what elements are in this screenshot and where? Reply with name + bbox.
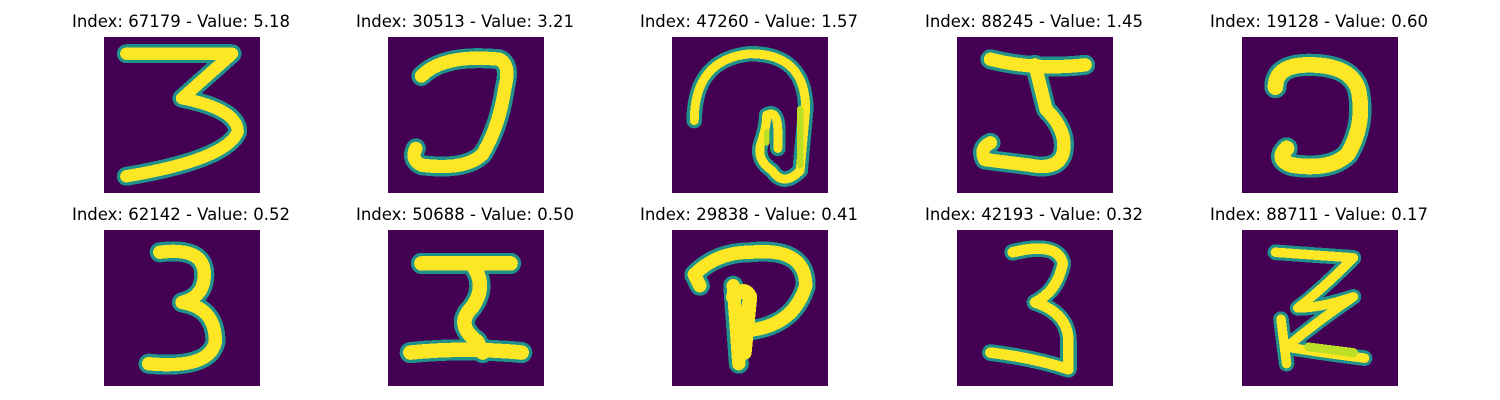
panel-title: Index: 47260 - Value: 1.57 — [639, 12, 858, 31]
digit-image — [1242, 37, 1398, 193]
image-panel-7: Index: 50688 - Value: 0.50 — [345, 205, 585, 395]
image-panel-8: Index: 29838 - Value: 0.41 — [629, 205, 869, 395]
digit-image — [388, 230, 544, 386]
panel-title: Index: 42193 - Value: 0.32 — [924, 205, 1143, 224]
digit-image — [672, 230, 828, 386]
panel-title: Index: 67179 - Value: 5.18 — [71, 12, 290, 31]
panel-title: Index: 62142 - Value: 0.52 — [71, 205, 290, 224]
panel-title: Index: 19128 - Value: 0.60 — [1209, 12, 1428, 31]
digit-image — [388, 37, 544, 193]
image-panel-5: Index: 19128 - Value: 0.60 — [1199, 12, 1439, 202]
image-panel-10: Index: 88711 - Value: 0.17 — [1199, 205, 1439, 395]
image-panel-2: Index: 30513 - Value: 3.21 — [345, 12, 585, 202]
digit-image — [957, 230, 1113, 386]
image-panel-4: Index: 88245 - Value: 1.45 — [914, 12, 1154, 202]
digit-image — [104, 230, 260, 386]
image-panel-6: Index: 62142 - Value: 0.52 — [61, 205, 301, 395]
digit-image — [957, 37, 1113, 193]
digit-image — [104, 37, 260, 193]
panel-title: Index: 50688 - Value: 0.50 — [355, 205, 574, 224]
panel-title: Index: 30513 - Value: 3.21 — [355, 12, 574, 31]
digit-image — [1242, 230, 1398, 386]
image-panel-9: Index: 42193 - Value: 0.32 — [914, 205, 1154, 395]
panel-title: Index: 29838 - Value: 0.41 — [639, 205, 858, 224]
image-panel-1: Index: 67179 - Value: 5.18 — [61, 12, 301, 202]
panel-title: Index: 88711 - Value: 0.17 — [1209, 205, 1428, 224]
panel-title: Index: 88245 - Value: 1.45 — [924, 12, 1143, 31]
image-panel-3: Index: 47260 - Value: 1.57 — [629, 12, 869, 202]
digit-image — [672, 37, 828, 193]
